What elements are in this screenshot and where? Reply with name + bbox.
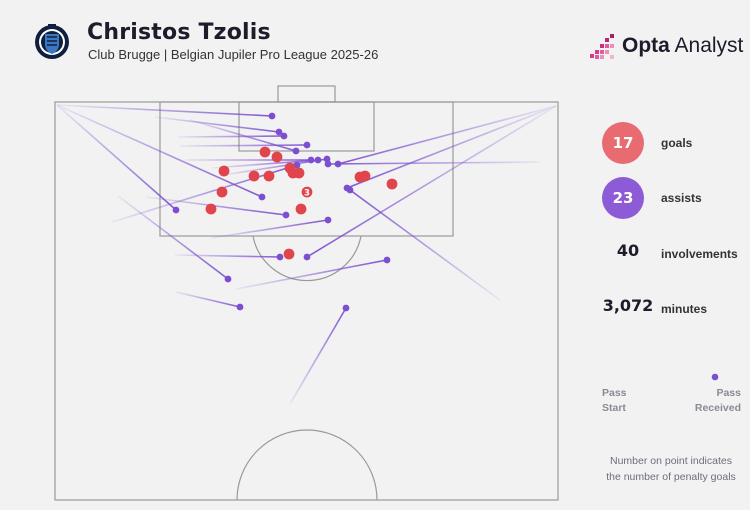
assists-value: 23 — [602, 177, 644, 219]
centre-circle — [236, 429, 378, 501]
goal-frame — [277, 85, 336, 103]
goals-value: 17 — [602, 122, 644, 164]
stat-goals: 17 goals — [600, 122, 750, 164]
legend-end-line1: Pass — [716, 387, 741, 399]
assist-pass-line — [210, 219, 329, 239]
assist-pass-line — [189, 119, 297, 152]
legend-pass-line — [602, 373, 719, 381]
assist-received-point — [293, 161, 301, 169]
stat-minutes: 3,072 minutes — [600, 288, 750, 328]
assist-pass-line — [289, 307, 347, 405]
goal-point — [283, 248, 295, 260]
assist-received-point — [303, 253, 311, 261]
stat-involvements: 40 involvements — [600, 233, 750, 273]
club-brugge-crest-icon — [35, 24, 69, 59]
minutes-value: 3,072 — [602, 296, 654, 315]
legend-start-line1: Pass — [602, 387, 627, 399]
assist-pass-line — [177, 135, 285, 138]
legend-received-dot — [711, 373, 719, 381]
assist-pass-line — [306, 105, 557, 258]
assist-received-point — [324, 216, 332, 224]
assist-received-point — [346, 186, 354, 194]
penalty-note: Number on point indicates the number of … — [596, 453, 746, 485]
assist-pass-line — [56, 104, 177, 211]
note-line2: the number of penalty goals — [606, 471, 736, 483]
assist-received-point — [282, 211, 290, 219]
minutes-label: minutes — [661, 302, 708, 316]
assist-received-point — [224, 275, 232, 283]
goal-point — [293, 167, 305, 179]
assists-label: assists — [661, 191, 702, 205]
assist-pass-line — [222, 158, 328, 176]
assist-pass-line — [327, 161, 541, 165]
legend-pass-start: Pass Start — [602, 386, 642, 416]
brand-bold: Opta — [622, 34, 670, 57]
assist-received-point — [324, 160, 332, 168]
assist-received-point — [172, 206, 180, 214]
brand-text: Opta Analyst — [622, 34, 743, 58]
assist-pass-line — [56, 104, 263, 198]
pass-legend: Pass Start Pass Received — [598, 364, 743, 424]
pitch-chart: 3 — [54, 85, 559, 501]
goal-points: 3 — [205, 146, 398, 260]
brand-light: Analyst — [669, 34, 744, 57]
goal-point — [216, 186, 228, 198]
assist-pass-line — [337, 105, 557, 165]
penalty-box — [159, 101, 454, 237]
stat-assists: 23 assists — [600, 177, 750, 219]
assist-pass-line — [175, 291, 241, 308]
player-name: Christos Tzolis — [87, 20, 271, 45]
goal-point — [301, 186, 313, 198]
goal-point — [263, 170, 275, 182]
opta-bars-icon — [590, 34, 614, 59]
assist-pass-line — [179, 144, 308, 147]
assist-pass-line — [346, 105, 557, 189]
goal-point — [248, 170, 260, 182]
goal-point — [218, 165, 230, 177]
assist-pass-line — [174, 254, 281, 258]
assist-pass-line — [211, 159, 319, 169]
opta-analyst-logo: Opta Analyst — [590, 32, 743, 62]
assist-received-point — [268, 112, 276, 120]
assist-pass-line — [117, 195, 229, 280]
goal-point — [295, 203, 307, 215]
assist-received-point — [280, 132, 288, 140]
note-line1: Number on point indicates — [610, 455, 732, 467]
assist-received-point — [276, 253, 284, 261]
assist-pass-line — [154, 116, 280, 133]
assist-received-point — [342, 304, 350, 312]
goal-point — [271, 151, 283, 163]
legend-end-line2: Received — [694, 402, 741, 414]
header: Christos Tzolis Club Brugge | Belgian Ju… — [0, 0, 750, 80]
legend-start-line2: Start — [602, 402, 626, 414]
stats-panel: 17 goals 23 assists 40 involvements 3,07… — [600, 120, 750, 340]
involvements-value: 40 — [616, 241, 640, 260]
assist-pass-line — [56, 104, 273, 117]
assist-received-point — [383, 256, 391, 264]
goal-point — [205, 203, 217, 215]
assist-received-point — [292, 147, 300, 155]
goals-label: goals — [661, 136, 693, 150]
assist-received-point — [303, 141, 311, 149]
penalty-count-label: 3 — [304, 189, 310, 199]
goal-point — [259, 146, 271, 158]
assist-pass-line — [145, 196, 287, 216]
assist-received-point — [275, 128, 283, 136]
assist-received-point — [236, 303, 244, 311]
legend-pass-received: Pass Received — [681, 386, 741, 416]
penalty-arc — [252, 235, 362, 282]
assist-passes — [56, 104, 557, 405]
assist-pass-line — [349, 189, 501, 301]
goal-point — [386, 178, 398, 190]
assist-received-point — [258, 193, 266, 201]
subtitle: Club Brugge | Belgian Jupiler Pro League… — [88, 47, 379, 62]
goal-point — [359, 170, 371, 182]
assist-pass-line — [235, 259, 388, 290]
involvements-label: involvements — [661, 247, 738, 261]
